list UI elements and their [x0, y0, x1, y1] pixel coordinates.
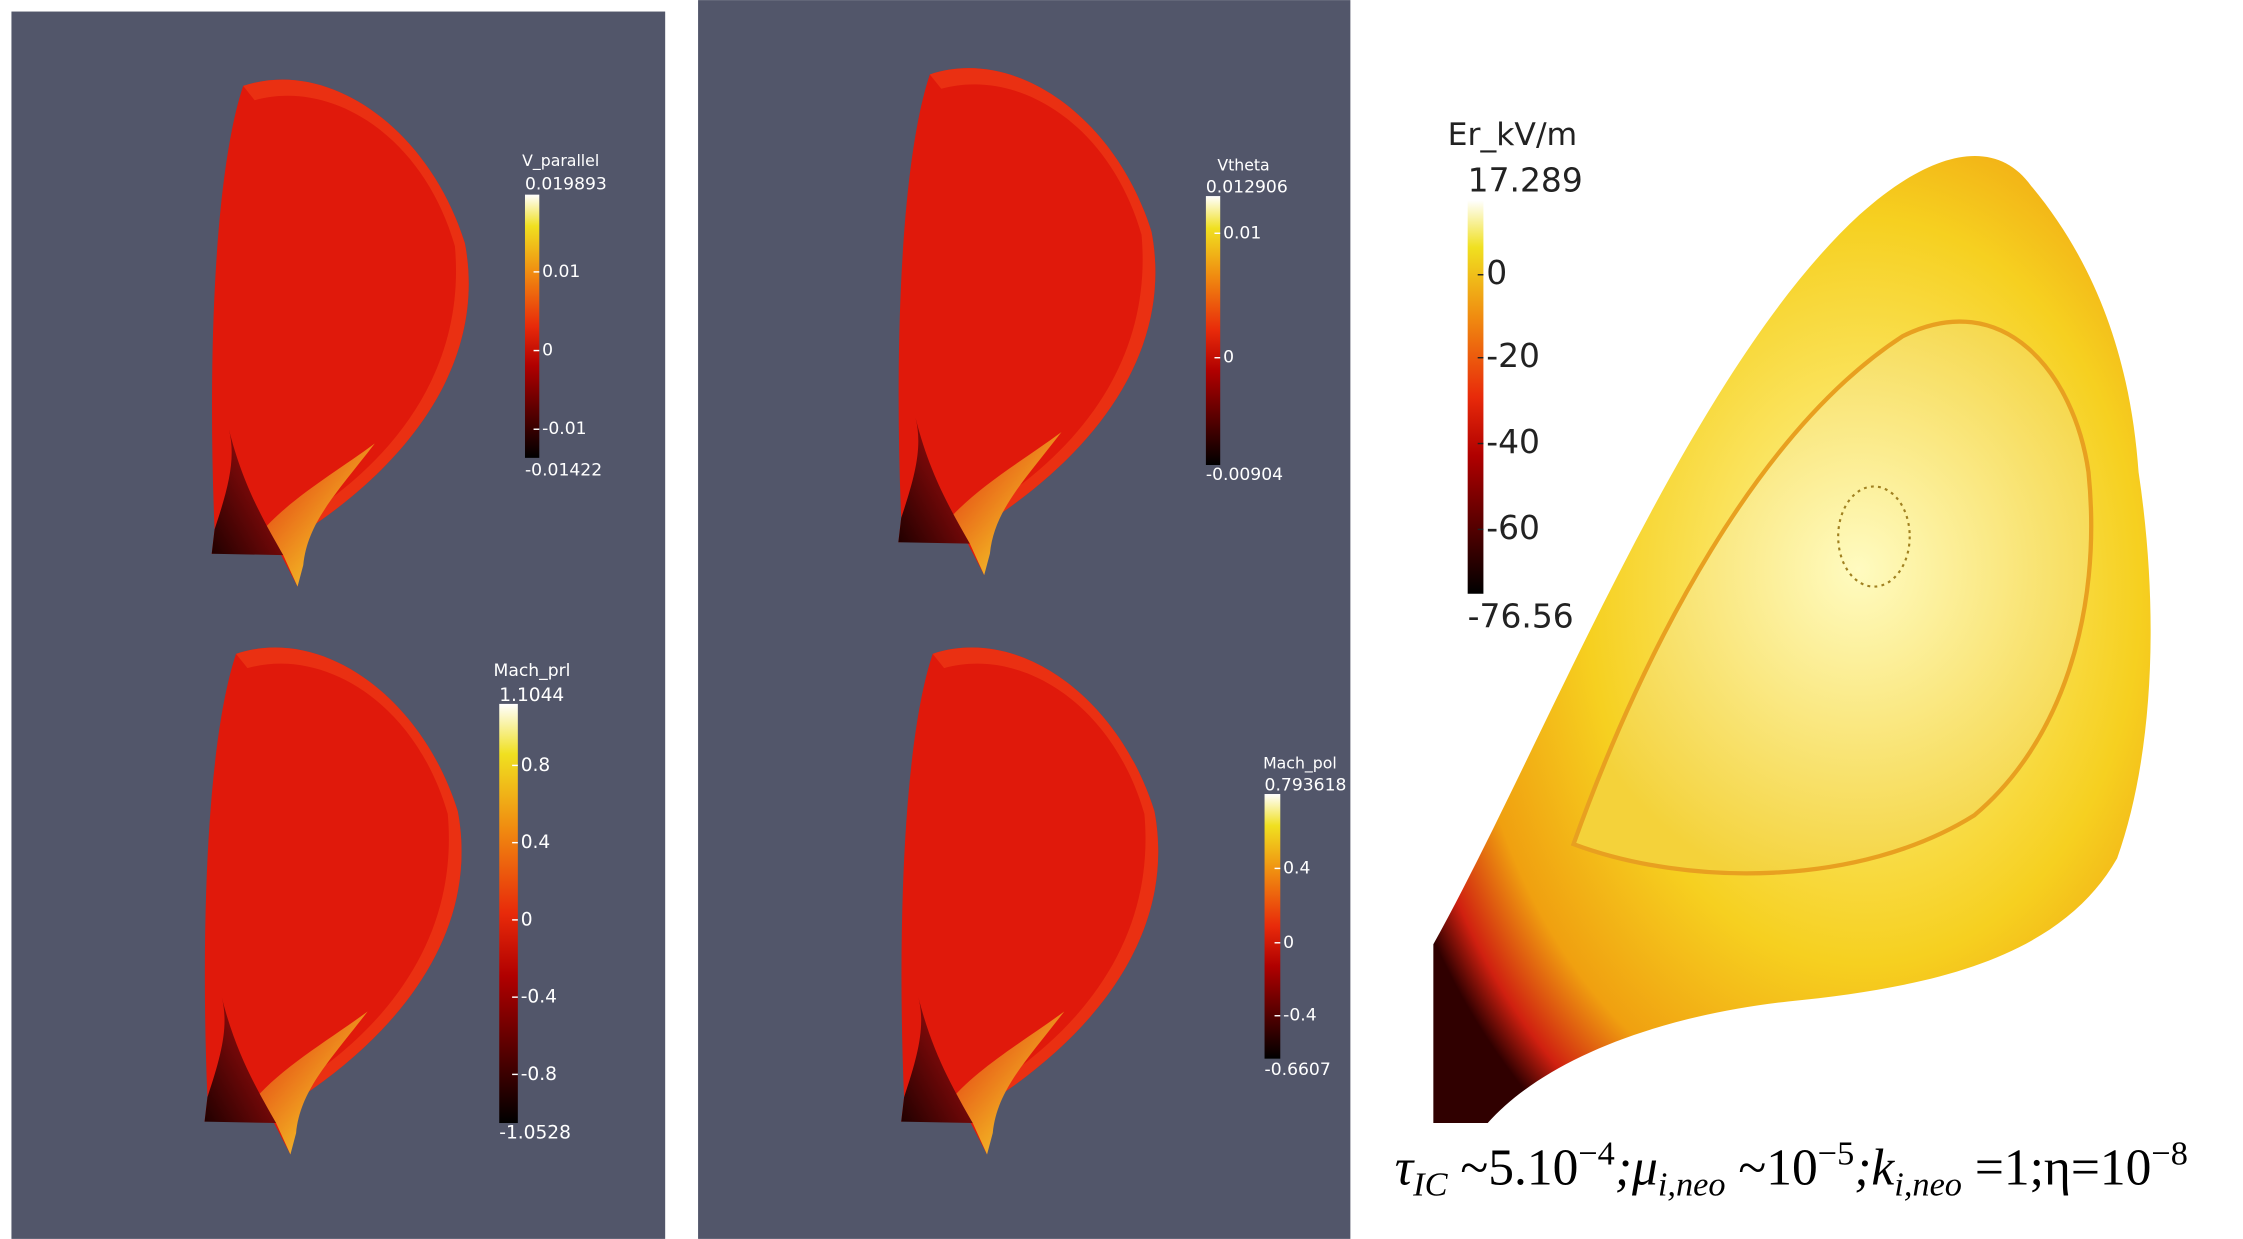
colorbar-tick-label: 0	[1486, 253, 1507, 292]
caption-part: ~5.10	[1447, 1140, 1578, 1197]
colorbar-tick-label: -0.4	[1283, 1006, 1316, 1026]
colorbar-tick-label: -60	[1486, 508, 1540, 547]
colorbar: Er_kV/m 17.289 -76.56 0 -20 -40 -60	[1448, 117, 1583, 636]
caption-part: i,neo	[1658, 1166, 1726, 1204]
colorbar-gradient	[1468, 200, 1484, 593]
caption-part: IC	[1412, 1166, 1448, 1204]
colorbar-max: 1.1044	[499, 685, 564, 706]
colorbar-min: -76.56	[1468, 597, 1574, 636]
colorbar-tick-label: -0.8	[521, 1064, 557, 1085]
figure: τIC ~5.10−4;μi,neo ~10−5;ki,neo =1;η=10−…	[0, 0, 2243, 1239]
colorbar-tick-label: 0	[521, 909, 533, 930]
caption-part: =1;η=10	[1962, 1140, 2151, 1197]
colorbar-tick-label: -0.4	[521, 987, 557, 1008]
colorbar-min: -1.0528	[499, 1123, 571, 1144]
colorbar-tick-label: -20	[1486, 336, 1540, 375]
caption-part: i,neo	[1894, 1166, 1962, 1204]
colorbar-gradient	[1206, 196, 1220, 465]
colorbar-gradient	[1265, 794, 1281, 1059]
caption-part: τ	[1395, 1140, 1415, 1197]
colorbar-tick-label: 0.4	[1283, 858, 1310, 878]
colorbar-tick-label: 0.01	[1223, 223, 1261, 243]
colorbar-tick-label: 0.8	[521, 755, 551, 776]
colorbar-min: -0.01422	[525, 461, 602, 481]
colorbar-title: Mach_pol	[1263, 753, 1337, 773]
colorbar-max: 0.012906	[1206, 177, 1288, 197]
colorbar-title: Mach_prl	[494, 661, 571, 681]
colorbar-gradient	[499, 704, 518, 1123]
colorbar-tick-label: 0.4	[521, 832, 551, 853]
colorbar-title: V_parallel	[522, 151, 599, 171]
colorbar-tick-label: 0	[1223, 348, 1234, 368]
caption-part: −4	[1578, 1135, 1615, 1173]
colorbar-tick-label: 0	[1283, 933, 1294, 953]
colorbar-tick-label: -40	[1486, 422, 1540, 461]
colorbar-min: -0.6607	[1265, 1060, 1331, 1080]
er-image	[1433, 156, 2150, 1123]
colorbar-min: -0.00904	[1206, 465, 1283, 485]
colorbar-tick-label: 0	[542, 341, 553, 361]
caption-part: −5	[1818, 1135, 1855, 1173]
colorbar-max: 0.019893	[525, 175, 607, 195]
caption: τIC ~5.10−4;μi,neo ~10−5;ki,neo =1;η=10−…	[1395, 1135, 2188, 1204]
caption-part: ~10	[1726, 1140, 1818, 1197]
colorbar-max: 17.289	[1468, 160, 1583, 199]
colorbar-gradient	[525, 195, 539, 458]
colorbar-tick-label: -0.01	[542, 419, 586, 439]
caption-part: ;μ	[1615, 1140, 1658, 1197]
colorbar-title: Vtheta	[1217, 156, 1269, 175]
colorbar-tick-label: 0.01	[542, 262, 580, 282]
caption-part: ;k	[1854, 1140, 1895, 1197]
colorbar-title: Er_kV/m	[1448, 117, 1578, 153]
caption-part: −8	[2151, 1135, 2188, 1173]
colorbar-max: 0.793618	[1265, 775, 1347, 795]
